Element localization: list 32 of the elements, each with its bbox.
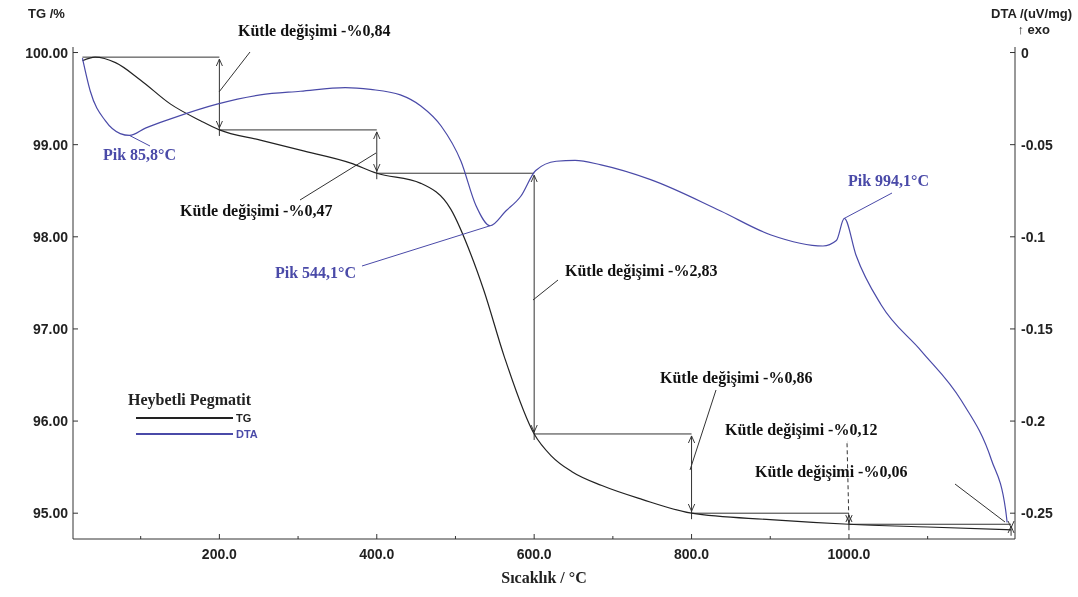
y-tick-label: 95.00 <box>32 505 69 522</box>
y-tick-label: 99.00 <box>32 136 69 153</box>
x-tick-label: 400.0 <box>359 546 395 562</box>
x-tick-label: 600.0 <box>516 546 552 562</box>
x-tick-label: 200.0 <box>201 546 238 562</box>
annotation: Pik 544,1°C <box>275 264 357 281</box>
y-tick-label: 96.00 <box>32 413 69 430</box>
text: DTA <box>236 428 258 440</box>
annotation: Pik 85,8°C <box>103 146 177 163</box>
y-tick-label: 100.00 <box>25 44 69 61</box>
text: Kütle değişimi -%0,84 <box>238 22 391 40</box>
y-tick-label: 98.00 <box>32 228 69 245</box>
annotation: Kütle değişimi -%0,86 <box>660 369 813 387</box>
x-axis-title: Sıcaklık / °C <box>501 569 587 586</box>
y2-axis-title: DTA /(uV/mg) ↑ exo <box>991 6 1072 37</box>
legend-title: Heybetli Pegmatit <box>128 391 252 409</box>
text: TG <box>236 412 252 424</box>
y2-tick-label: 0 <box>1021 44 1029 61</box>
y-tick-label: 97.00 <box>32 320 69 337</box>
annotation: Kütle değişimi -%0,06 <box>755 463 908 481</box>
y2-tick-label: -0.2 <box>1021 413 1046 430</box>
x-tick-label: 800.0 <box>674 546 710 562</box>
y2-tick-label: -0.05 <box>1021 136 1054 153</box>
annotation: Kütle değişimi -%0,47 <box>180 202 333 220</box>
annotation: Pik 994,1°C <box>848 172 930 189</box>
y2-tick-label: -0.1 <box>1021 228 1046 245</box>
y2-tick-label: -0.15 <box>1021 320 1054 337</box>
y2-tick-label: -0.25 <box>1021 505 1054 522</box>
annotation: Kütle değişimi -%2,83 <box>565 262 718 280</box>
y-axis-title: TG /% <box>28 6 66 21</box>
x-tick-label: 1000.0 <box>827 546 871 562</box>
annotation: Kütle değişimi -%0,12 <box>725 421 878 439</box>
